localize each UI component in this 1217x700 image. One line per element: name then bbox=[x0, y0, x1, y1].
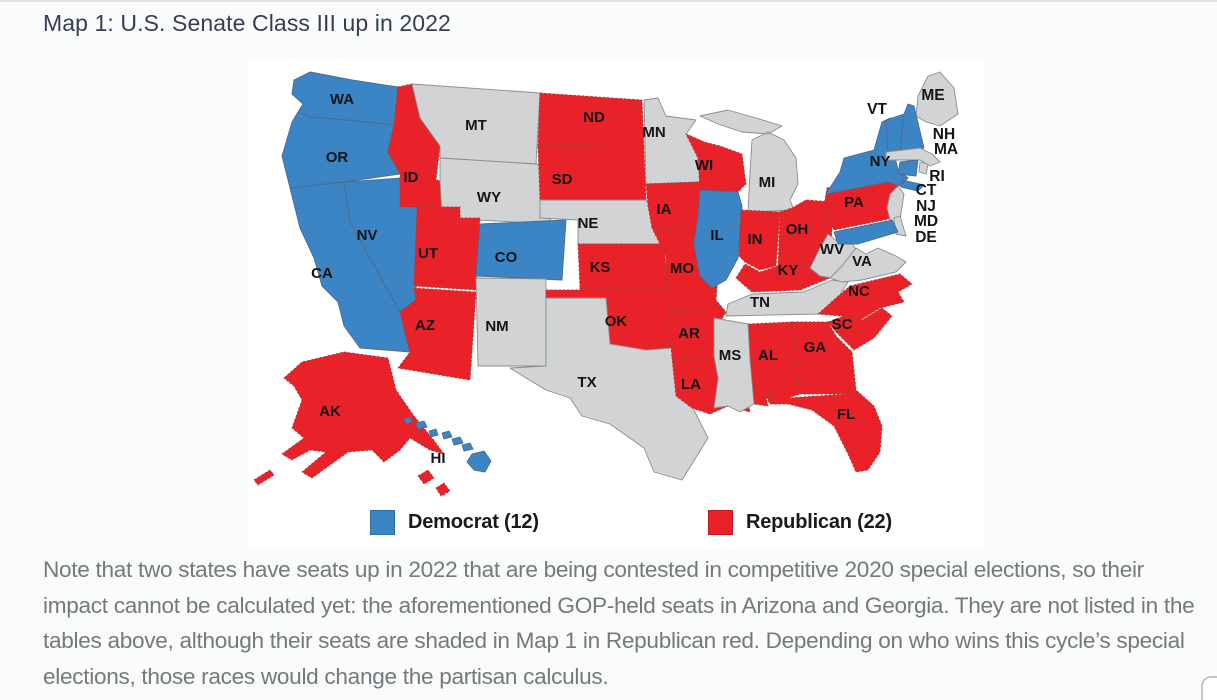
state-CT bbox=[897, 159, 919, 177]
state-label-NH: NH bbox=[933, 126, 955, 143]
state-RI bbox=[918, 161, 929, 175]
state-label-WA: WA bbox=[330, 91, 354, 108]
state-label-LA: LA bbox=[681, 376, 701, 393]
state-label-MT: MT bbox=[465, 117, 487, 134]
state-label-HI: HI bbox=[431, 450, 446, 467]
state-HI bbox=[403, 416, 492, 473]
map-title: Map 1: U.S. Senate Class III up in 2022 bbox=[43, 10, 451, 36]
legend-item-democrat: Democrat (12) bbox=[370, 510, 539, 535]
state-label-TN: TN bbox=[750, 294, 770, 311]
state-label-SC: SC bbox=[832, 316, 853, 333]
state-NC bbox=[817, 273, 913, 321]
state-label-CT: CT bbox=[916, 182, 937, 199]
state-label-TX: TX bbox=[577, 374, 596, 391]
state-label-CA: CA bbox=[311, 265, 333, 282]
state-label-MO: MO bbox=[670, 260, 694, 277]
state-label-MA: MA bbox=[934, 141, 958, 158]
state-label-ME: ME bbox=[921, 87, 944, 104]
state-label-CO: CO bbox=[495, 249, 518, 266]
us-senate-class3-map: WA OR CA NV ID MT WY UT CO AZ NM ND SD NE KS OK TX MN IA MO… bbox=[253, 71, 959, 497]
state-label-GA: GA bbox=[804, 339, 827, 356]
state-label-SD: SD bbox=[552, 171, 573, 188]
state-MD bbox=[833, 219, 899, 245]
state-label-NE: NE bbox=[578, 215, 599, 232]
state-label-IN: IN bbox=[748, 231, 763, 248]
state-label-NC: NC bbox=[848, 283, 870, 300]
republican-legend-label: Republican (22) bbox=[746, 511, 892, 533]
state-label-NV: NV bbox=[357, 227, 378, 244]
state-TN bbox=[725, 279, 849, 317]
window-top-edge bbox=[0, 0, 1217, 2]
state-label-PA: PA bbox=[844, 194, 864, 211]
state-label-AK: AK bbox=[319, 403, 341, 420]
state-label-KY: KY bbox=[778, 262, 799, 279]
state-label-UT: UT bbox=[418, 245, 438, 262]
state-VA bbox=[829, 247, 907, 283]
state-label-AZ: AZ bbox=[415, 317, 435, 334]
state-label-WV: WV bbox=[820, 241, 844, 258]
state-label-KS: KS bbox=[590, 259, 611, 276]
state-CO bbox=[475, 219, 567, 281]
state-label-VT: VT bbox=[867, 101, 887, 118]
state-label-WY: WY bbox=[477, 189, 501, 206]
map-panel: WA OR CA NV ID MT WY UT CO AZ NM ND SD NE KS OK TX MN IA MO… bbox=[248, 60, 985, 547]
state-AK bbox=[253, 351, 451, 497]
state-AZ bbox=[397, 287, 477, 381]
state-KS bbox=[577, 243, 669, 289]
state-MS bbox=[713, 317, 755, 413]
state-label-FL: FL bbox=[837, 406, 855, 423]
state-label-NM: NM bbox=[485, 318, 508, 335]
republican-color-swatch bbox=[708, 510, 733, 535]
note-paragraph: Note that two states have seats up in 20… bbox=[43, 557, 1195, 689]
state-label-IA: IA bbox=[657, 201, 672, 218]
democrat-legend-label: Democrat (12) bbox=[408, 511, 539, 533]
state-OK bbox=[545, 287, 673, 351]
state-AR bbox=[667, 309, 727, 359]
state-label-OR: OR bbox=[326, 149, 349, 166]
state-NH bbox=[899, 103, 925, 155]
state-SC bbox=[827, 307, 893, 351]
state-WI bbox=[685, 133, 747, 193]
state-label-VA: VA bbox=[852, 253, 872, 270]
state-FL bbox=[765, 389, 883, 473]
state-label-NJ: NJ bbox=[916, 198, 936, 215]
state-label-NY: NY bbox=[870, 153, 891, 170]
state-label-AL: AL bbox=[758, 347, 778, 364]
state-label-ND: ND bbox=[583, 109, 605, 126]
floating-widget-corner[interactable] bbox=[1201, 676, 1217, 700]
state-label-RI: RI bbox=[929, 168, 945, 185]
state-label-MS: MS bbox=[719, 347, 742, 364]
state-TX bbox=[509, 297, 709, 481]
state-label-WI: WI bbox=[695, 157, 713, 174]
state-label-MD: MD bbox=[914, 213, 938, 230]
democrat-color-swatch bbox=[370, 510, 395, 535]
state-UT bbox=[413, 206, 481, 291]
state-label-AR: AR bbox=[678, 325, 700, 342]
state-label-OK: OK bbox=[605, 313, 628, 330]
state-ME bbox=[915, 71, 959, 127]
state-label-OH: OH bbox=[786, 221, 809, 238]
legend-item-republican: Republican (22) bbox=[708, 510, 892, 535]
state-IL bbox=[693, 189, 743, 289]
state-MA bbox=[885, 147, 941, 167]
state-label-IL: IL bbox=[710, 227, 723, 244]
state-SD bbox=[537, 145, 647, 201]
state-label-MI: MI bbox=[759, 174, 776, 191]
state-GA bbox=[791, 321, 857, 395]
state-label-ID: ID bbox=[404, 169, 419, 186]
state-label-MN: MN bbox=[642, 124, 665, 141]
state-AL bbox=[747, 321, 801, 407]
state-label-DE: DE bbox=[915, 229, 937, 246]
map-legend: Democrat (12) Republican (22) bbox=[248, 510, 985, 540]
state-MI bbox=[699, 109, 799, 213]
state-ND bbox=[537, 92, 645, 149]
